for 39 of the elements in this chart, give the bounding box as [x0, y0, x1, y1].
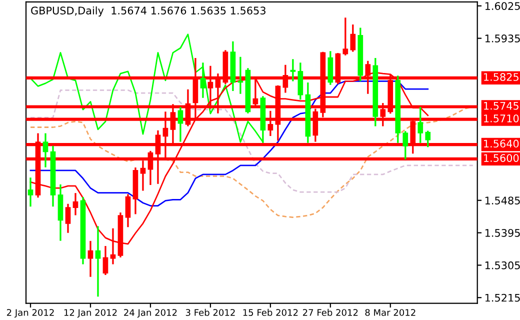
ref-line-label: 1.5745 — [484, 102, 518, 110]
candlestick — [65, 204, 71, 233]
line-series — [30, 80, 429, 206]
candlestick — [125, 194, 131, 228]
candlestick — [342, 18, 348, 56]
ref-line-label: 1.5600 — [484, 154, 519, 162]
x-tick-label: 8 Mar 2012 — [365, 309, 416, 316]
candlestick — [200, 62, 206, 98]
y-tick-label: 1.5485 — [485, 196, 520, 204]
x-tick-label: 15 Feb 2012 — [243, 308, 298, 316]
ref-line-label: 1.5640 — [484, 140, 519, 148]
y-tick-label: 1.5305 — [485, 261, 520, 270]
y-tick-label: 1.6025 — [485, 2, 520, 10]
y-tick-label: 1.5395 — [485, 229, 520, 237]
x-tick-label: 12 Jan 2012 — [64, 309, 117, 318]
candlestick — [238, 56, 244, 94]
candlestick — [178, 106, 184, 142]
candlestick — [42, 133, 48, 168]
x-tick-label: 2 Jan 2012 — [6, 309, 54, 318]
x-tick-label: 24 Jan 2012 — [124, 309, 177, 318]
y-tick-label: 1.5935 — [485, 34, 520, 42]
candlestick — [290, 59, 296, 82]
candlestick — [28, 178, 34, 207]
line-series — [30, 89, 474, 193]
candlestick — [88, 240, 94, 277]
candlestick — [425, 130, 431, 148]
candlestick — [350, 24, 356, 52]
candlestick — [402, 131, 408, 160]
x-tick-label: 27 Feb 2012 — [302, 308, 358, 316]
candlestick — [102, 246, 108, 276]
y-tick-label: 1.5215 — [485, 294, 520, 302]
ref-line-label: 1.5825 — [484, 73, 518, 81]
chart-title: GBPUSD,Daily 1.5674 1.5676 1.5635 1.5653 — [31, 6, 266, 17]
candlestick — [298, 62, 304, 100]
candlestick — [72, 193, 78, 216]
ref-line-label: 1.5710 — [484, 114, 519, 122]
candlestick — [95, 226, 101, 297]
x-tick-label: 3 Feb 2012 — [186, 308, 235, 316]
candlestick — [418, 106, 424, 143]
